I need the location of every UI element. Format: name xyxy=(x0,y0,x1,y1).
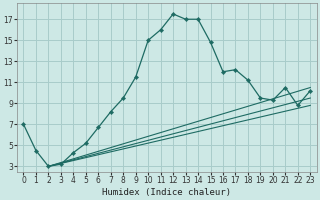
X-axis label: Humidex (Indice chaleur): Humidex (Indice chaleur) xyxy=(102,188,231,197)
